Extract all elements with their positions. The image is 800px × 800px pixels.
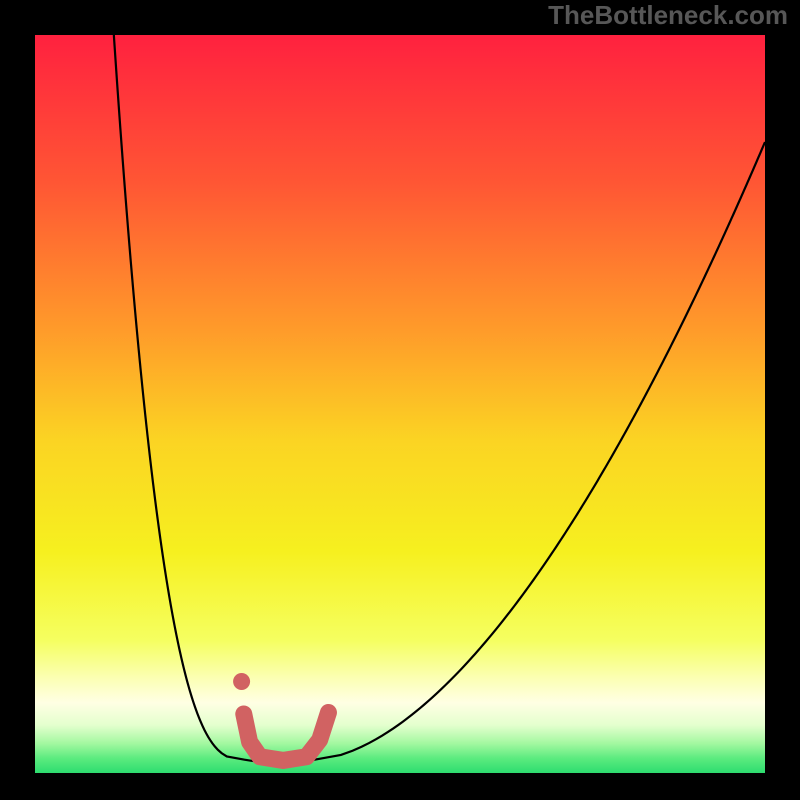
valley-marker-dot	[233, 673, 250, 690]
chart-svg	[35, 35, 765, 773]
plot-area	[35, 35, 765, 773]
watermark-text: TheBottleneck.com	[548, 0, 788, 31]
